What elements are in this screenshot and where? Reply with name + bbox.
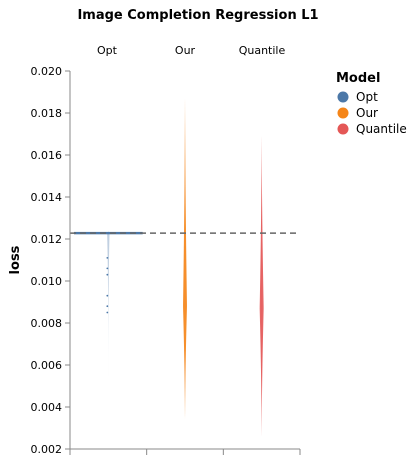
- violin-opt-point: [106, 273, 109, 276]
- column-header-our: Our: [175, 44, 196, 57]
- legend-swatch-our: [337, 107, 349, 119]
- legend-swatch-quantile: [337, 123, 349, 135]
- legend-label-our: Our: [356, 106, 378, 120]
- legend: Model Opt Our Quantile: [336, 71, 407, 136]
- y-tick-label: 0.006: [31, 359, 63, 372]
- violin-opt-point: [106, 311, 109, 314]
- y-axis: 0.020 0.018 0.016 0.014 0.012 0.010 0.008 0.006…: [31, 65, 71, 456]
- y-tick-label: 0.010: [31, 275, 63, 288]
- y-tick-label: 0.012: [31, 233, 63, 246]
- violin-quantile: [259, 136, 264, 437]
- y-tick-label: 0.020: [31, 65, 63, 78]
- y-tick-label: 0.002: [31, 443, 63, 456]
- y-tick-label: 0.018: [31, 107, 63, 120]
- legend-label-quantile: Quantile: [356, 122, 407, 136]
- plot-area: [70, 98, 300, 437]
- column-header-opt: Opt: [97, 44, 118, 57]
- y-tick-label: 0.004: [31, 401, 63, 414]
- legend-title: Model: [336, 71, 380, 86]
- violin-opt-point: [106, 257, 109, 259]
- chart-title: Image Completion Regression L1: [77, 8, 318, 23]
- violin-our-tail: [184, 98, 186, 420]
- x-axis: [69, 448, 301, 455]
- violin-quantile-tail: [261, 136, 263, 437]
- y-tick-label: 0.014: [31, 191, 63, 204]
- legend-swatch-opt: [337, 91, 349, 103]
- violin-opt-point: [106, 294, 109, 297]
- violin-opt-point: [106, 305, 109, 308]
- legend-label-opt: Opt: [356, 90, 378, 104]
- column-header-quantile: Quantile: [239, 44, 286, 57]
- y-tick-label: 0.008: [31, 317, 63, 330]
- violin-our: [183, 98, 187, 420]
- y-axis-title: loss: [8, 245, 23, 274]
- violin-opt: [107, 230, 110, 403]
- violin-opt-peak: [74, 231, 143, 235]
- y-tick-label: 0.016: [31, 149, 63, 162]
- violin-opt-point: [106, 267, 109, 270]
